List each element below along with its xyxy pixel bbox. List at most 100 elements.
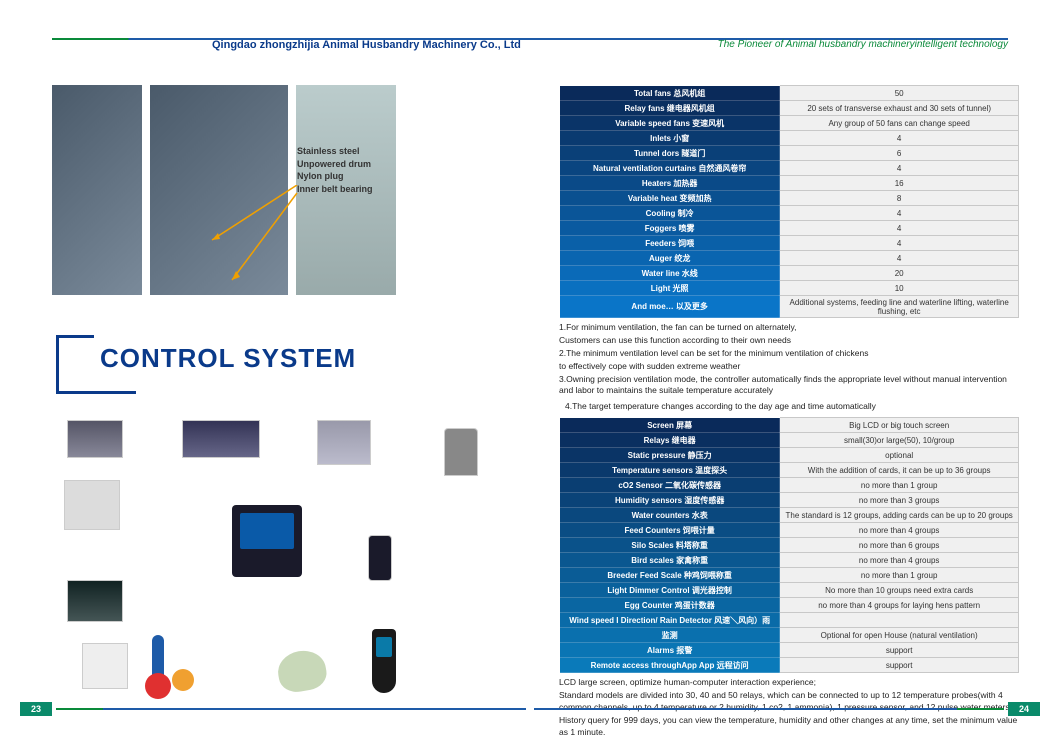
probe-sensor-icon <box>372 629 396 693</box>
callout-2: Unpowered drum <box>297 158 437 171</box>
sensor-spec-key: 监测 <box>560 628 780 643</box>
fan-spec-val: 4 <box>780 251 1019 266</box>
fan-spec-key: Relay fans 继电器风机组 <box>560 101 780 116</box>
note1-line: 1.For minimum ventilation, the fan can b… <box>559 322 1019 334</box>
callout-4: Inner belt bearing <box>297 183 437 196</box>
sensor-spec-row: cO2 Sensor 二氧化碳传感器no more than 1 group <box>560 478 1019 493</box>
fan-spec-val: 8 <box>780 191 1019 206</box>
sensor-spec-row: Alarms 报警support <box>560 643 1019 658</box>
fan-spec-val: 6 <box>780 146 1019 161</box>
sensor-spec-val: small(30)or large(50), 10/group <box>780 433 1019 448</box>
sensor-spec-row: Feed Counters 饲喂计量no more than 4 groups <box>560 523 1019 538</box>
fan-spec-val: 4 <box>780 206 1019 221</box>
sensor-spec-row: Wind speed I Direction/ Rain Detector 风速… <box>560 613 1019 628</box>
sensor-spec-key: Alarms 报警 <box>560 643 780 658</box>
note2-line: Standard models are divided into 30, 40 … <box>559 690 1019 714</box>
callout-1: Stainless steel <box>297 145 437 158</box>
sensor-spec-key: Light Dimmer Control 调光器控制 <box>560 583 780 598</box>
fan-spec-row: Heaters 加热器16 <box>560 176 1019 191</box>
note2-line: LCD large screen, optimize human-compute… <box>559 677 1019 689</box>
fan-spec-key: Total fans 总风机组 <box>560 86 780 101</box>
sensor-spec-row: Breeder Feed Scale 种鸡饲喂称重no more than 1 … <box>560 568 1019 583</box>
fan-spec-row: Inlets 小窗4 <box>560 131 1019 146</box>
fan-spec-row: Cooling 制冷4 <box>560 206 1019 221</box>
fan-spec-val: 20 sets of transverse exhaust and 30 set… <box>780 101 1019 116</box>
fan-spec-row: Variable heat 变频加热8 <box>560 191 1019 206</box>
sensor-spec-val: no more than 4 groups for laying hens pa… <box>780 598 1019 613</box>
sensor-spec-val: no more than 1 group <box>780 478 1019 493</box>
main-controller-icon <box>232 505 302 577</box>
sensor-spec-val: The standard is 12 groups, adding cards … <box>780 508 1019 523</box>
title-frame <box>56 335 94 391</box>
sensor-spec-key: Water counters 水表 <box>560 508 780 523</box>
fan-spec-val: Additional systems, feeding line and wat… <box>780 296 1019 318</box>
relay-box-icon <box>368 535 392 581</box>
sensor-spec-row: Screen 屏幕Big LCD or big touch screen <box>560 418 1019 433</box>
page-number-left: 23 <box>20 702 52 716</box>
sensor-spec-key: Silo Scales 料塔称重 <box>560 538 780 553</box>
page-number-right: 24 <box>1008 702 1040 716</box>
sensor-spec-key: Wind speed I Direction/ Rain Detector 风速… <box>560 613 780 628</box>
callout-3: Nylon plug <box>297 170 437 183</box>
section-title: CONTROL SYSTEM <box>100 343 356 374</box>
fan-spec-key: Water line 水线 <box>560 266 780 281</box>
notes-1-extra: 4.The target temperature changes accordi… <box>565 401 1019 413</box>
sensor-spec-key: Humidity sensors 湿度传感器 <box>560 493 780 508</box>
sensor-spec-row: Humidity sensors 湿度传感器no more than 3 gro… <box>560 493 1019 508</box>
fan-spec-val: 10 <box>780 281 1019 296</box>
company-name: Qingdao zhongzhijia Animal Husbandry Mac… <box>212 39 521 51</box>
cooling-pad-icon <box>317 420 371 465</box>
humidity-icon <box>172 669 194 691</box>
fan-spec-row: And moe… 以及更多Additional systems, feeding… <box>560 296 1019 318</box>
fan-spec-key: Heaters 加热器 <box>560 176 780 191</box>
fan-spec-row: Variable speed fans 变速风机Any group of 50 … <box>560 116 1019 131</box>
fan-spec-key: Inlets 小窗 <box>560 131 780 146</box>
callout-labels: Stainless steel Unpowered drum Nylon plu… <box>297 145 437 195</box>
fan-spec-key: Variable speed fans 变速风机 <box>560 116 780 131</box>
inlet-icon <box>67 580 123 622</box>
fan-spec-key: Feeders 饲喂 <box>560 236 780 251</box>
fan-spec-key: Foggers 喷雾 <box>560 221 780 236</box>
fan-spec-row: Water line 水线20 <box>560 266 1019 281</box>
fan-spec-val: Any group of 50 fans can change speed <box>780 116 1019 131</box>
sensor-spec-val: support <box>780 643 1019 658</box>
sensor-spec-row: Static pressure 静压力optional <box>560 448 1019 463</box>
fan-spec-key: And moe… 以及更多 <box>560 296 780 318</box>
footer-rule-right <box>534 708 1004 710</box>
sensor-spec-row: 监测Optional for open House (natural venti… <box>560 628 1019 643</box>
fan-spec-val: 20 <box>780 266 1019 281</box>
sensor-spec-key: cO2 Sensor 二氧化碳传感器 <box>560 478 780 493</box>
sensor-spec-key: Screen 屏幕 <box>560 418 780 433</box>
silo-icon <box>444 428 478 476</box>
note1-line: 3.Owning precision ventilation mode, the… <box>559 374 1019 398</box>
footer-rule-left <box>56 708 526 710</box>
thermometer-icon <box>152 635 164 689</box>
sensor-spec-row: Remote access throughApp App 远程访问support <box>560 658 1019 673</box>
right-page: Total fans 总风机组50Relay fans 继电器风机组20 set… <box>559 85 1019 705</box>
fan-spec-val: 4 <box>780 236 1019 251</box>
fan-spec-row: Light 光照10 <box>560 281 1019 296</box>
fan-spec-row: Auger 绞龙4 <box>560 251 1019 266</box>
fan-spec-val: 4 <box>780 221 1019 236</box>
sensor-spec-key: Relays 继电器 <box>560 433 780 448</box>
sensor-spec-row: Bird scales 家禽称重no more than 4 groups <box>560 553 1019 568</box>
tagline: The Pioneer of Animal husbandry machiner… <box>718 39 1008 50</box>
left-page: Stainless steel Unpowered drum Nylon plu… <box>52 85 532 695</box>
sensor-spec-key: Egg Counter 鸡蛋计数器 <box>560 598 780 613</box>
sensor-spec-row: Light Dimmer Control 调光器控制No more than 1… <box>560 583 1019 598</box>
sensor-spec-val: optional <box>780 448 1019 463</box>
product-photos <box>52 85 532 295</box>
components-diagram <box>52 415 532 705</box>
sensor-spec-val: no more than 4 groups <box>780 553 1019 568</box>
sensor-spec-val: no more than 6 groups <box>780 538 1019 553</box>
fan-spec-val: 16 <box>780 176 1019 191</box>
fan-spec-row: Relay fans 继电器风机组20 sets of transverse e… <box>560 101 1019 116</box>
note1-line: 2.The minimum ventilation level can be s… <box>559 348 1019 360</box>
sensor-spec-table: Screen 屏幕Big LCD or big touch screenRela… <box>559 417 1019 673</box>
sensor-spec-val: support <box>780 658 1019 673</box>
pcb-sensor-icon <box>275 647 329 695</box>
fan-spec-key: Variable heat 变频加热 <box>560 191 780 206</box>
fan-spec-row: Natural ventilation curtains 自然通风卷帘4 <box>560 161 1019 176</box>
fan-spec-key: Tunnel dors 隧道门 <box>560 146 780 161</box>
sensor-spec-key: Static pressure 静压力 <box>560 448 780 463</box>
